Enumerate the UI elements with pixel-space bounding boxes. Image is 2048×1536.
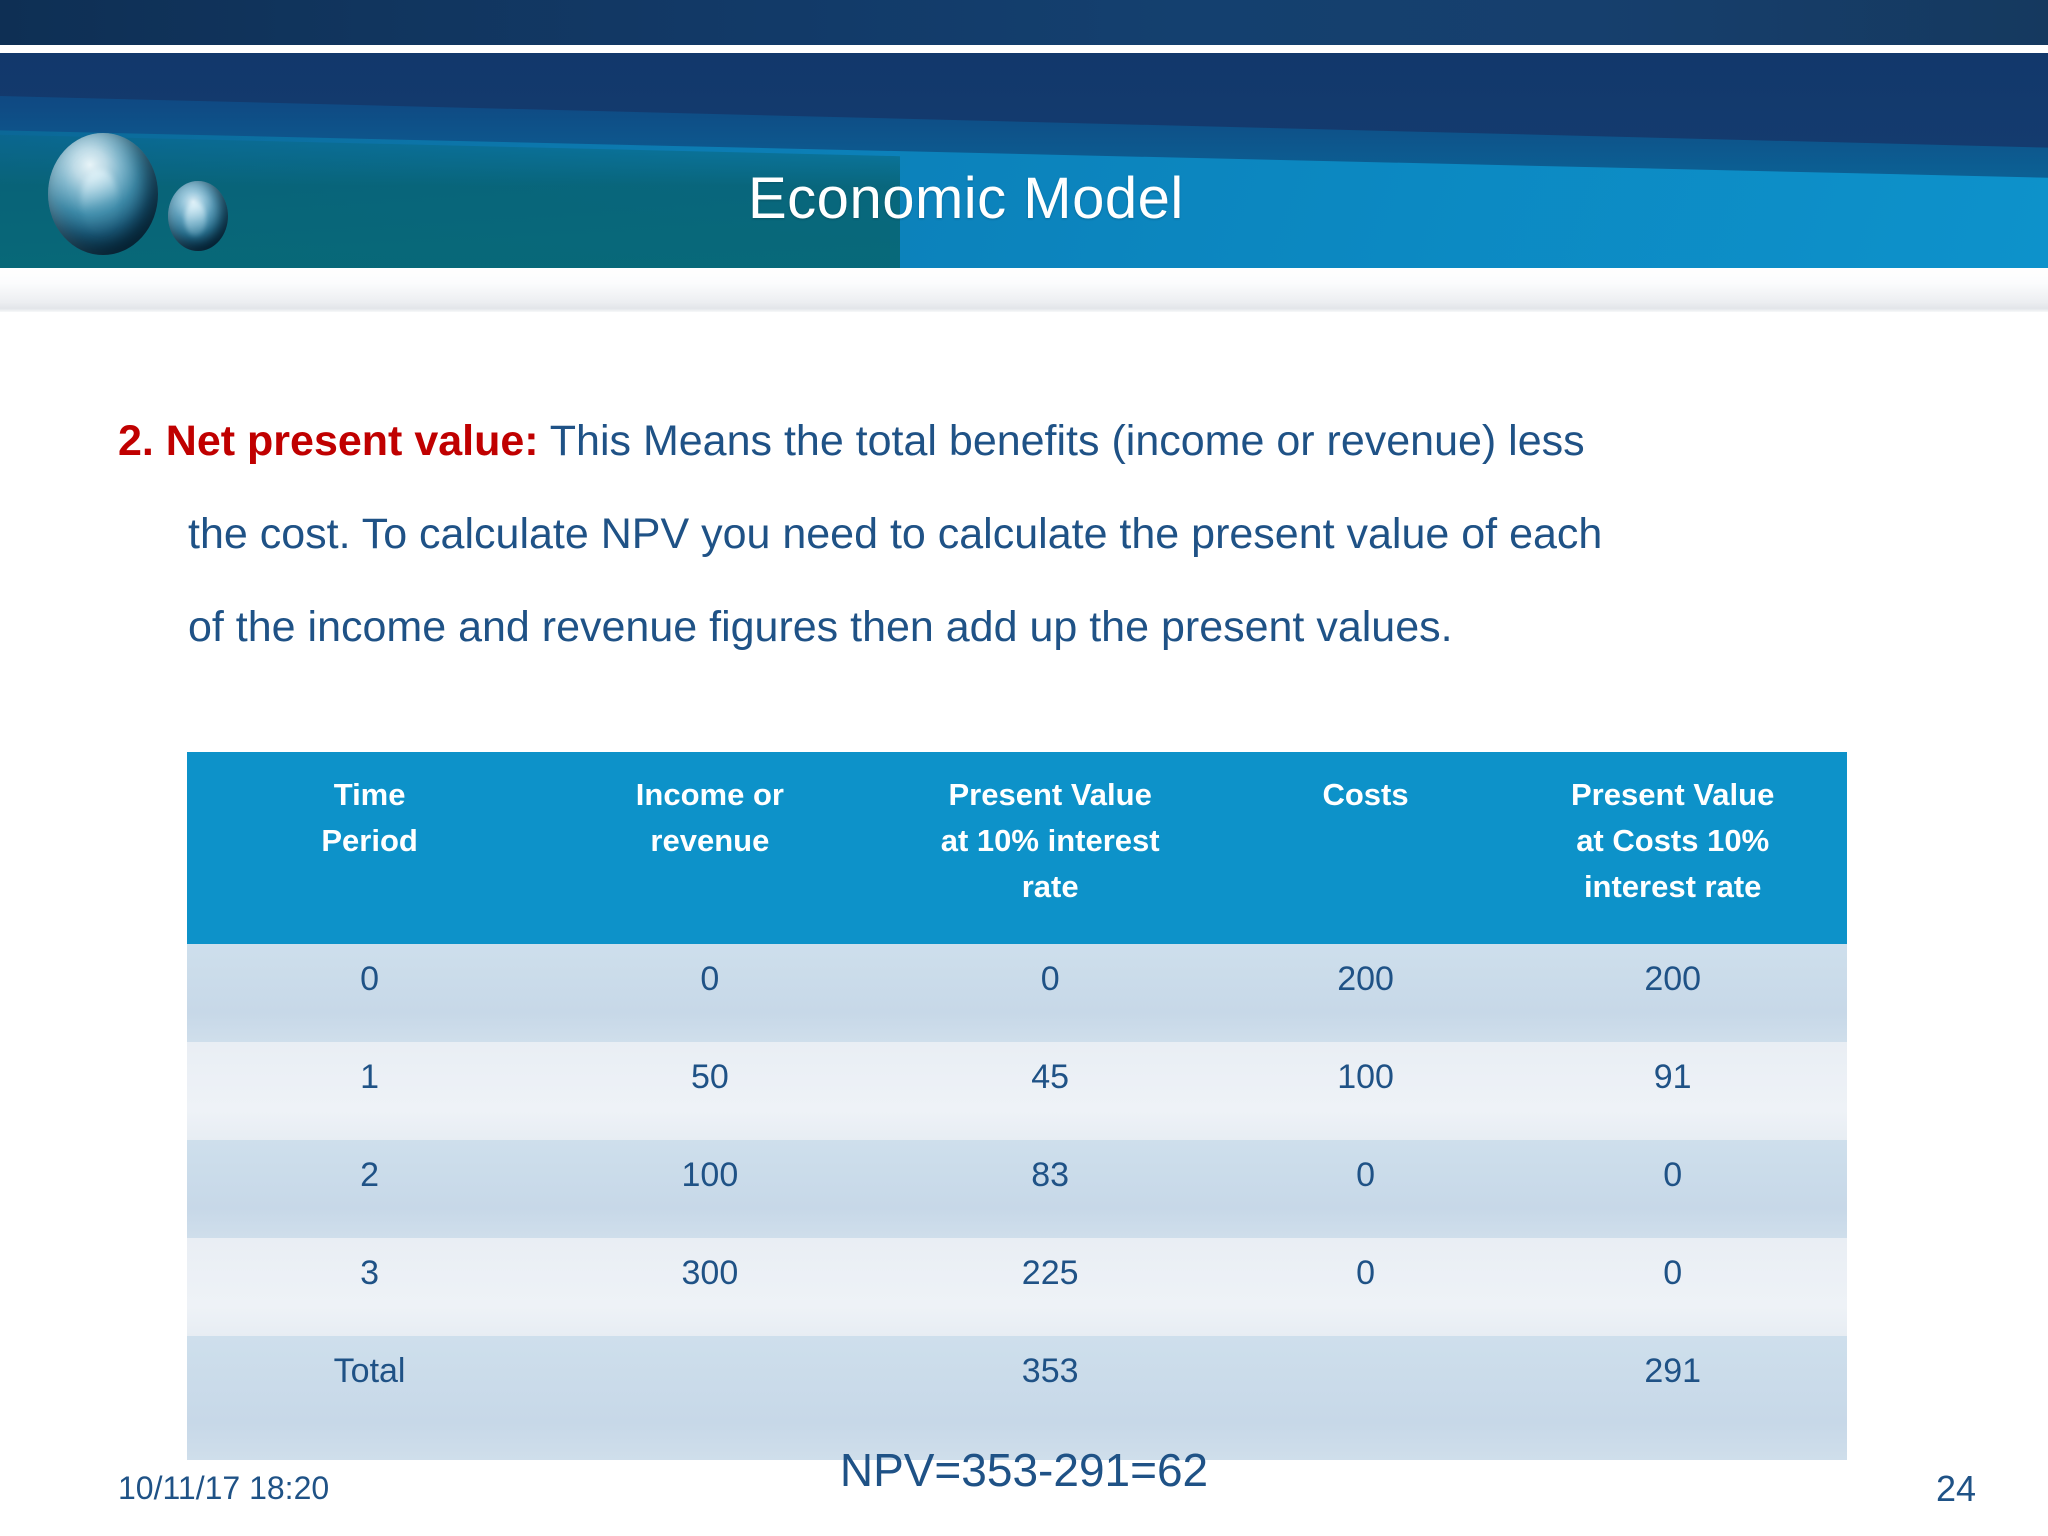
cell-period: 3 xyxy=(187,1238,553,1336)
table-row: 2 100 83 0 0 xyxy=(187,1140,1847,1238)
cell-costs: 0 xyxy=(1232,1238,1499,1336)
header-top-band xyxy=(0,0,2048,45)
table-header-row: Time Period Income or revenue Present Va… xyxy=(187,752,1847,944)
header-gap xyxy=(0,45,2048,53)
body-line-2: the cost. To calculate NPV you need to c… xyxy=(188,510,1603,558)
cell-pv-costs-total: 291 xyxy=(1498,1336,1847,1460)
col-header-income-l1: Income or xyxy=(635,777,784,812)
logo-sphere-small-icon xyxy=(168,181,228,251)
cell-income-total xyxy=(552,1336,868,1460)
body-line-1-rest: This Means the total benefits (income or… xyxy=(538,417,1585,465)
cell-period: 0 xyxy=(187,944,553,1042)
cell-income: 50 xyxy=(552,1042,868,1140)
table-row: 1 50 45 100 91 xyxy=(187,1042,1847,1140)
cell-period-total: Total xyxy=(187,1336,553,1460)
cell-pv-income-total: 353 xyxy=(867,1336,1233,1460)
col-header-pv-costs-l3: interest rate xyxy=(1583,869,1762,904)
header-underglow-strip xyxy=(0,268,2048,312)
col-header-pv-income-l2: at 10% interest xyxy=(940,823,1160,858)
footer-timestamp: 10/11/17 18:20 xyxy=(118,1470,330,1506)
col-header-costs-l1: Costs xyxy=(1322,777,1409,812)
table-row-total: Total 353 291 xyxy=(187,1336,1847,1460)
footer-page-number: 24 xyxy=(1935,1468,1976,1509)
cell-pv-costs: 200 xyxy=(1498,944,1847,1042)
body-line-1: 2. Net present value: This Means the tot… xyxy=(118,395,1948,488)
cell-pv-costs: 0 xyxy=(1498,1140,1847,1238)
cell-pv-costs: 91 xyxy=(1498,1042,1847,1140)
cell-income: 100 xyxy=(552,1140,868,1238)
page-title: Economic Model xyxy=(748,166,1184,231)
cell-pv-income: 83 xyxy=(867,1140,1233,1238)
table-row: 3 300 225 0 0 xyxy=(187,1238,1847,1336)
col-header-pv-costs-l2: at Costs 10% xyxy=(1576,823,1770,858)
cell-period: 2 xyxy=(187,1140,553,1238)
npv-table: Time Period Income or revenue Present Va… xyxy=(187,752,1847,1460)
logo-sphere-large-icon xyxy=(48,133,158,255)
body-lead-label: 2. Net present value: xyxy=(118,417,539,465)
col-header-pv-costs-l1: Present Value xyxy=(1571,777,1775,812)
col-header-income-l2: revenue xyxy=(650,823,770,858)
npv-formula: NPV=353-291=62 xyxy=(839,1444,1209,1496)
col-header-time-period-l2: Period xyxy=(321,823,418,858)
col-header-time-period: Time Period xyxy=(187,752,553,944)
cell-pv-costs: 0 xyxy=(1498,1238,1847,1336)
col-header-time-period-l1: Time xyxy=(333,777,406,812)
col-header-pv-income-l1: Present Value xyxy=(948,777,1152,812)
cell-costs: 100 xyxy=(1232,1042,1499,1140)
col-header-pv-income: Present Value at 10% interest rate xyxy=(867,752,1233,944)
cell-costs: 0 xyxy=(1232,1140,1499,1238)
cell-pv-income: 0 xyxy=(867,944,1233,1042)
table-header: Time Period Income or revenue Present Va… xyxy=(187,752,1847,944)
cell-costs-total xyxy=(1232,1336,1499,1460)
header-banner: Economic Model xyxy=(0,53,2048,268)
table-body: 0 0 0 200 200 1 50 45 100 91 2 100 83 0 … xyxy=(187,944,1847,1460)
cell-income: 0 xyxy=(552,944,868,1042)
cell-period: 1 xyxy=(187,1042,553,1140)
cell-pv-income: 45 xyxy=(867,1042,1233,1140)
table-row: 0 0 0 200 200 xyxy=(187,944,1847,1042)
body-line-3: of the income and revenue figures then a… xyxy=(188,603,1453,651)
col-header-pv-costs: Present Value at Costs 10% interest rate xyxy=(1498,752,1847,944)
col-header-pv-income-l3: rate xyxy=(1021,869,1079,904)
col-header-costs: Costs xyxy=(1232,752,1499,944)
cell-income: 300 xyxy=(552,1238,868,1336)
cell-pv-income: 225 xyxy=(867,1238,1233,1336)
col-header-income: Income or revenue xyxy=(552,752,868,944)
cell-costs: 200 xyxy=(1232,944,1499,1042)
body-paragraph: 2. Net present value: This Means the tot… xyxy=(118,395,1948,674)
